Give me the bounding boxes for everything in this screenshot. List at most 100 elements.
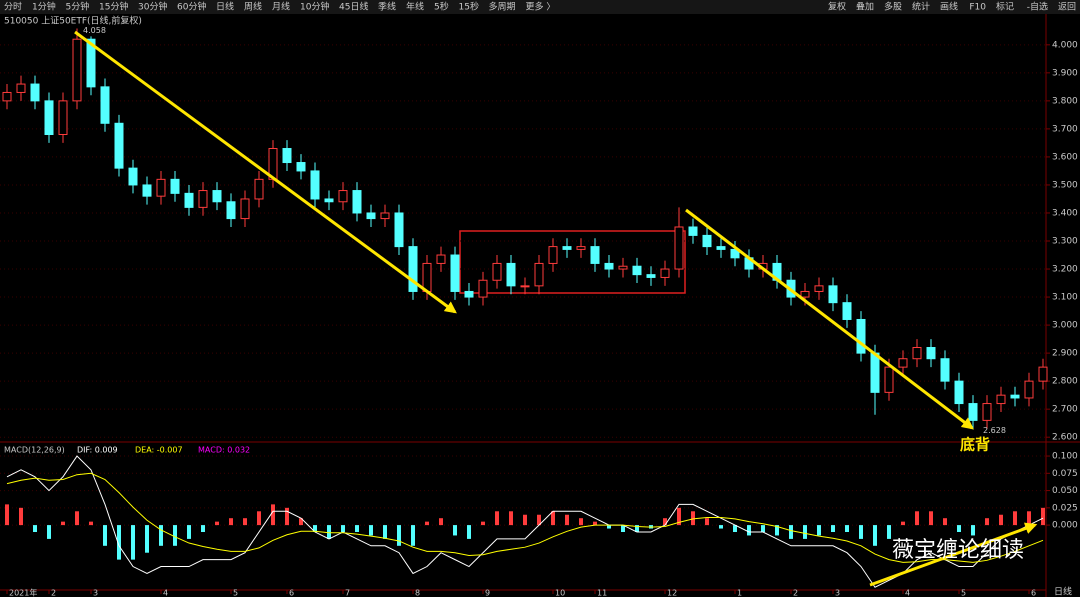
y-tick-label: 0.025 [1052,503,1078,513]
toolbar-item[interactable]: 多周期 [489,1,516,13]
candle-body [660,268,670,278]
y-tick-label: 3.900 [1052,68,1078,78]
histogram-bar [635,525,639,532]
candle-body [702,234,712,248]
x-tick-label: 5 [961,589,966,597]
histogram-bar [691,511,695,526]
histogram-bar [75,511,79,526]
candle-body [1038,366,1048,382]
x-tick-label: 6 [1031,589,1036,597]
candle-body [464,290,474,298]
candle-body [800,290,810,298]
histogram-bar [523,514,527,526]
y-tick-label: 2.800 [1052,377,1078,387]
toolbar-item[interactable]: 60分钟 [177,1,206,13]
histogram-bar [229,518,233,526]
candle-body [394,212,404,248]
macd-line [6,455,1044,588]
toolbar-item[interactable]: 10分钟 [300,1,329,13]
histogram-bar [61,521,65,526]
candle-body [1010,394,1020,399]
candle-body [380,212,390,220]
candle-body [954,380,964,405]
legend-entry: MACD: 0.032 [198,446,250,455]
y-tick-label: 2.600 [1052,433,1078,443]
histogram-bar [327,525,331,539]
toolbar-item[interactable]: 分时 [4,1,22,13]
toolbar-item[interactable]: 返回 [1058,1,1076,13]
x-tick-label: 4 [163,589,168,597]
histogram-bar [803,525,807,539]
x-tick-label: 7 [345,589,350,597]
histogram-bar [873,525,877,546]
toolbar-item[interactable]: 1分钟 [32,1,56,13]
toolbar-item[interactable]: 15秒 [459,1,479,13]
toolbar-item[interactable]: 45日线 [339,1,368,13]
histogram-bar [509,511,513,526]
macd-line [6,472,1044,563]
y-tick-label: 3.500 [1052,180,1078,190]
legend-entry: MACD(12,26,9) [4,446,65,455]
candle-body [72,38,82,102]
toolbar-item[interactable]: 多股 [884,1,902,13]
histogram-bar [495,511,499,526]
toolbar-item[interactable]: 5分钟 [66,1,90,13]
toolbar-item[interactable]: 月线 [272,1,290,13]
candle-body [170,178,180,194]
candle-body [520,285,530,288]
histogram-bar [565,514,569,526]
candle-body [338,190,348,203]
candle-body [884,366,894,393]
histogram-bar [47,525,51,539]
toolbar-item[interactable]: 叠加 [856,2,874,13]
toolbar-item[interactable]: 日线 [216,1,234,13]
histogram-bar [607,525,611,529]
histogram-bar [5,504,9,526]
candle-body [240,198,250,220]
histogram-bar [285,507,289,526]
trend-arrow [685,208,974,430]
candle-body [352,190,362,214]
toolbar-item[interactable]: 5秒 [434,1,449,13]
histogram-bar [831,525,835,532]
histogram-bar [845,525,849,532]
low-label: 2.628 [983,426,1006,435]
plot: 4.000 3.900 3.800 3.700 3.600 3.500 3.400 3.300… [0,26,1078,597]
histogram-bar [173,525,177,546]
candle-body [940,358,950,382]
histogram-bar [33,525,37,532]
watermark: 薇宝缠论细读 [892,538,1024,563]
candle-body [576,246,586,250]
y-tick-label: 4.000 [1052,40,1078,50]
legend-entry: DEA: -0.007 [135,446,183,455]
candle-body [366,212,376,220]
toolbar-item[interactable]: 周线 [244,1,262,13]
histogram-bar [481,521,485,526]
toolbar-item[interactable]: 15分钟 [99,1,128,13]
histogram-bar [1041,507,1045,526]
toolbar-item[interactable]: 复权 [828,1,846,13]
toolbar-item[interactable]: -自选 [1027,1,1048,13]
candle-body [898,358,908,368]
toolbar-item[interactable]: F10 [969,3,986,13]
toolbar-item[interactable]: 标记 [996,1,1014,13]
candle-body [114,122,124,169]
toolbar-item[interactable]: 年线 [406,1,424,13]
candle-body [912,347,922,360]
candle-body [716,246,726,250]
toolbar-item[interactable]: 画线 [940,1,958,13]
toolbar-item[interactable]: 季线 [378,1,396,13]
candle-body [282,148,292,164]
toolbar: 分时 1分钟 5分钟 15分钟 30分钟 60分钟 日线 周线 月线 10分钟 45日线 季线 年线 5秒… [4,1,1076,13]
toolbar-item[interactable]: 统计 [912,1,930,13]
trend-arrow [869,522,1038,587]
toolbar-item[interactable]: 更多 〉 [526,1,556,13]
histogram-bar [943,518,947,526]
histogram-bar [789,525,793,539]
histogram-bar [89,521,93,526]
toolbar-bg [0,0,1080,14]
y-tick-label: 2.900 [1052,349,1078,359]
x-tick-label: 10 [555,589,565,597]
toolbar-item[interactable]: 30分钟 [138,1,167,13]
